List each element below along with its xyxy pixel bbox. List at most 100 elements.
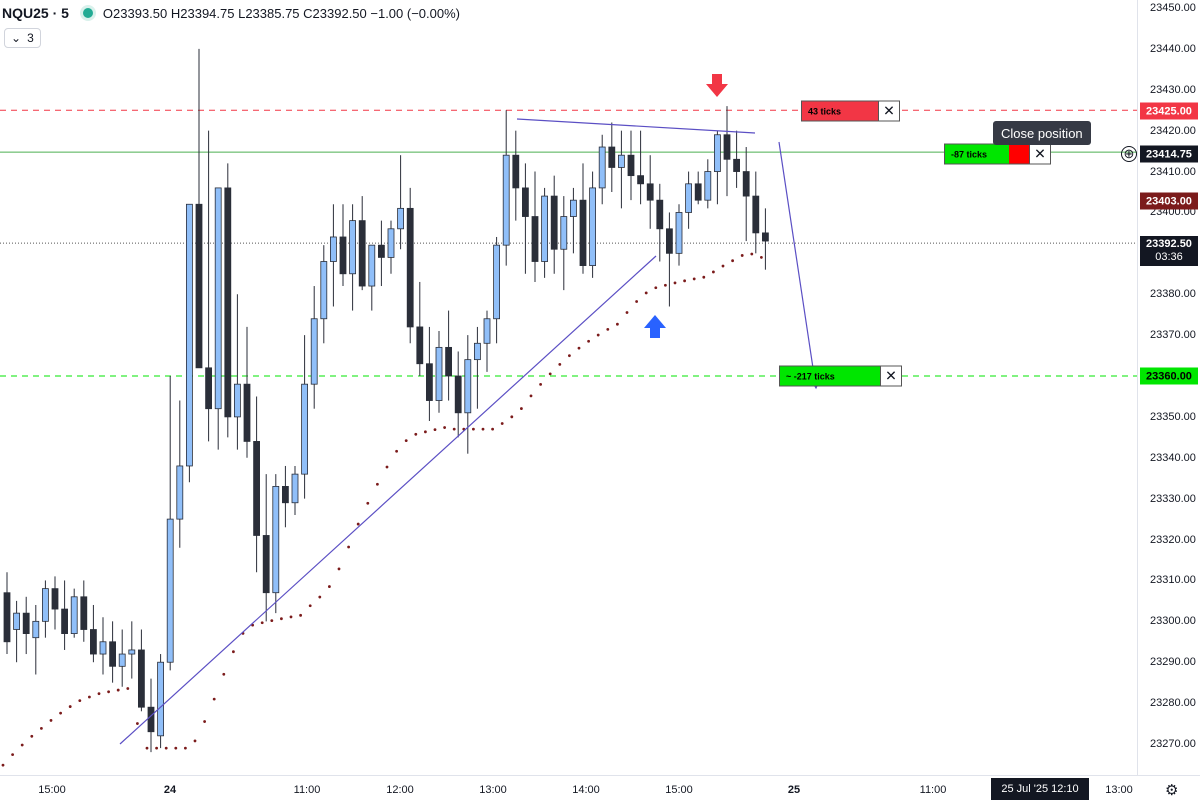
candle (166, 376, 174, 671)
sar-dot (721, 264, 725, 268)
sar-dot (414, 432, 418, 436)
sar-dot (539, 382, 542, 386)
sar-dot (126, 687, 130, 690)
target-order-box[interactable]: ~ -217 ticks ✕ (779, 365, 902, 387)
sar-dot (760, 256, 763, 259)
sar-dot (644, 291, 648, 295)
close-position-tooltip: Close position (993, 121, 1091, 145)
bearish-candle-body (3, 592, 11, 643)
sar-dot (193, 739, 197, 743)
sar-dot (625, 311, 629, 314)
time-axis-label: 13:00 (1105, 784, 1133, 796)
candle (310, 286, 318, 409)
candle (598, 134, 606, 205)
drawings[interactable] (119, 118, 822, 745)
sar-dot (443, 426, 446, 429)
candle (483, 310, 491, 372)
candle (185, 203, 193, 483)
sar-dot (280, 617, 283, 621)
bearish-candle-body (90, 629, 97, 655)
projection-arrow-line (778, 141, 817, 389)
sar-dot (692, 277, 696, 281)
candle (473, 326, 481, 409)
bearish-candle-body (656, 199, 664, 230)
sar-dot (88, 695, 91, 699)
add-order-plus-icon[interactable]: ⊕ (1121, 146, 1137, 162)
sar-dot (78, 699, 82, 702)
sar-dot (68, 705, 72, 708)
sar-dot (136, 722, 139, 725)
candle (99, 617, 107, 675)
sar-dot (491, 427, 494, 431)
close-icon[interactable]: ✕ (878, 101, 899, 121)
stop-price-tag: 23425.00 (1140, 102, 1198, 120)
candle (666, 212, 673, 307)
sar-dot (155, 746, 159, 750)
sar-dot (174, 746, 178, 750)
sar-dot (510, 415, 514, 419)
sar-dot (529, 394, 533, 398)
bullish-candle-body (435, 346, 443, 401)
close-position-icon[interactable]: ✕ (1029, 144, 1050, 164)
candle (368, 244, 376, 311)
bullish-candle-body (589, 187, 596, 267)
gear-icon[interactable]: ⚙ (1165, 782, 1179, 799)
sar-dot (145, 746, 149, 750)
candle (224, 163, 232, 438)
candle (714, 130, 721, 205)
sar-dot (1, 763, 5, 767)
sar-dot (452, 427, 456, 431)
candle (233, 294, 241, 450)
candle (608, 122, 616, 192)
indicators-collapse-button[interactable]: ⌄ 3 (4, 28, 41, 48)
sar-dot (318, 595, 322, 599)
candle (281, 465, 289, 528)
bearish-candle-body (752, 195, 760, 234)
bearish-candle-body (147, 706, 155, 733)
sar-dot (308, 604, 312, 608)
candle (541, 187, 548, 278)
bullish-candle-body (185, 203, 193, 467)
symbol-label[interactable]: NQU25 · 5 (2, 5, 69, 21)
bullish-candle-body (166, 518, 174, 663)
bearish-candle-body (109, 641, 116, 667)
position-box[interactable]: -87 ticks ✕ (944, 143, 1051, 165)
price-axis-label: 23450.00 (1150, 2, 1196, 14)
bullish-candle-body (320, 261, 328, 320)
bullish-candle-body (13, 612, 21, 630)
bullish-candle-body (473, 342, 481, 361)
close-icon[interactable]: ✕ (880, 366, 901, 386)
candle (531, 171, 539, 282)
sar-dot (683, 279, 686, 283)
candle (195, 48, 203, 369)
bearish-candle-body (137, 649, 145, 708)
candle (742, 147, 750, 242)
bearish-candle-body (522, 187, 529, 217)
price-axis-border (1137, 0, 1138, 775)
stop-order-box[interactable]: 43 ticks ✕ (801, 100, 900, 122)
bullish-candle-body (272, 485, 280, 594)
bullish-candle-body (483, 318, 491, 344)
price-axis-label: 23420.00 (1150, 124, 1196, 137)
price-axis-label: 23300.00 (1150, 615, 1196, 628)
bullish-candle-body (368, 244, 376, 287)
bullish-candle-body (704, 171, 712, 201)
candle (176, 400, 184, 548)
position-label: -87 ticks (945, 144, 1009, 164)
price-axis-label: 23310.00 (1150, 574, 1196, 587)
bearish-candle-body (61, 608, 68, 634)
bullish-candle-body (502, 154, 510, 246)
bearish-candle-body (195, 203, 203, 369)
bullish-candle-body (675, 212, 683, 254)
stop-order-label: 43 ticks (802, 101, 858, 121)
candle (291, 465, 299, 516)
sar-dot (49, 719, 53, 722)
candle (397, 155, 405, 250)
sar-dot (424, 430, 427, 434)
bullish-candle-body (291, 473, 299, 504)
time-axis-label: 24 (163, 784, 177, 796)
time-axis-label: 14:00 (572, 784, 600, 796)
bullish-candle-body (32, 620, 40, 639)
candle (704, 159, 712, 209)
